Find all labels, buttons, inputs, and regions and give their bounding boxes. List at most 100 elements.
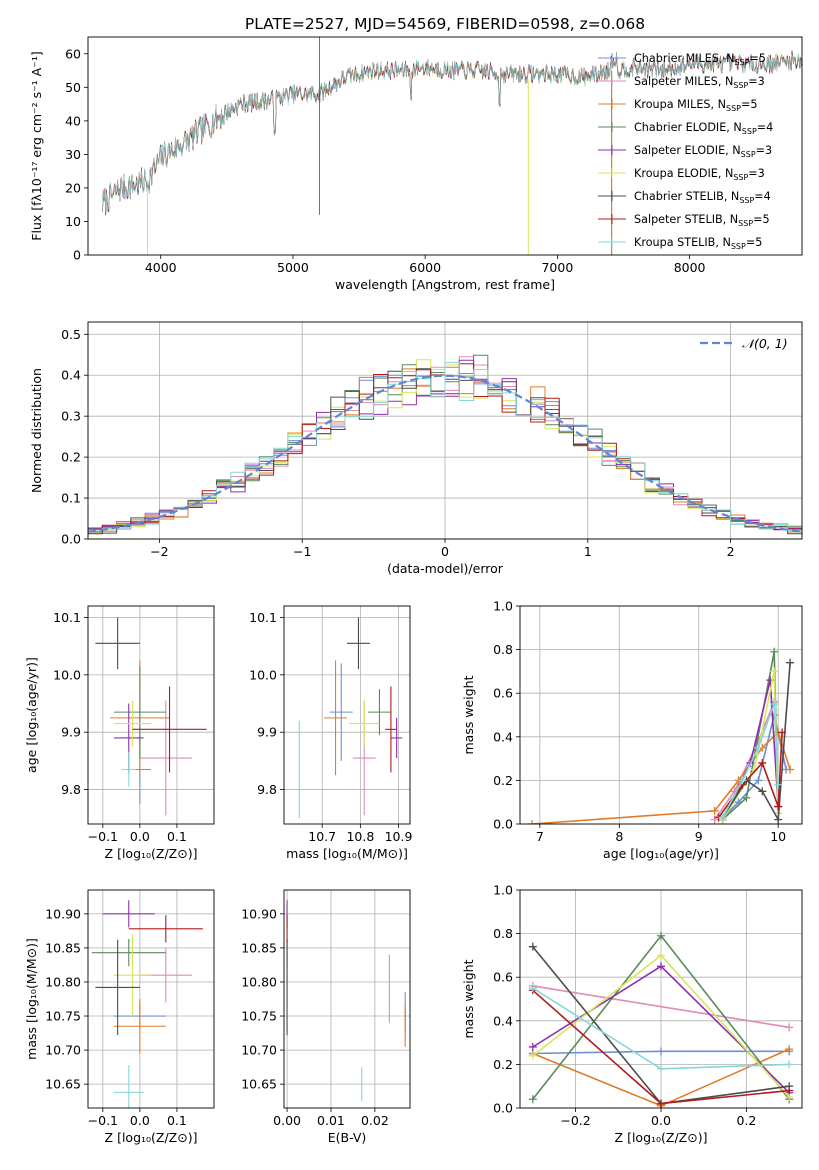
spectrum-line <box>102 53 802 213</box>
figure-title: PLATE=2527, MJD=54569, FIBERID=0598, z=0… <box>245 15 645 33</box>
weight-point <box>770 700 779 709</box>
y-tick-label: 9.9 <box>61 725 81 740</box>
y-axis-label: mass weight <box>461 675 476 754</box>
y-tick-label: 60 <box>65 46 81 61</box>
y-tick-label: 9.8 <box>61 782 81 797</box>
weight-point <box>710 806 719 815</box>
x-tick-label: 0.1 <box>167 829 187 844</box>
x-tick-label: 10.9 <box>385 829 413 844</box>
axes-frame <box>283 605 411 825</box>
x-axis-label: Z [log₁₀(Z/Z⊙)] <box>105 846 198 861</box>
x-tick-label: 4000 <box>145 260 177 275</box>
panel-mass-vs-EBV: 0.00 0.01 0.02 10.65 10.70 10.75 10.80 10.85 10.… <box>241 889 411 1145</box>
legend-label: Salpeter ELODIE, NSSP=3 <box>634 144 772 159</box>
weight-line <box>721 679 779 820</box>
weight-point <box>785 1060 794 1069</box>
y-tick-label: 0.2 <box>493 773 513 788</box>
weight-point <box>785 1086 794 1095</box>
axes-frame <box>283 889 411 1109</box>
x-tick-label: 0.0 <box>130 829 150 844</box>
weight-point <box>657 1099 665 1108</box>
x-tick-label: 0.01 <box>317 1113 345 1128</box>
weight-point <box>657 1047 665 1056</box>
y-tick-label: 10.1 <box>53 610 81 625</box>
weight-line <box>531 730 791 824</box>
x-tick-label: 0.02 <box>361 1113 389 1128</box>
y-tick-label: 40 <box>65 113 81 128</box>
weight-point <box>527 820 536 824</box>
panel-weight-vs-age: 7 8 9 10 0.0 0.2 0.4 0.6 0.8 1.0 age [log₁₀(age/yr… <box>461 599 803 861</box>
y-tick-label: 0.2 <box>61 450 81 465</box>
weight-point <box>718 813 727 822</box>
y-tick-label: 0.3 <box>61 409 81 424</box>
weight-point <box>657 1064 665 1073</box>
y-tick-label: 10.0 <box>249 667 277 682</box>
y-tick-label: 0.0 <box>493 817 513 832</box>
y-axis-label: Flux [fλ10⁻¹⁷ erg cm⁻² s⁻¹ A⁻¹] <box>29 51 44 240</box>
weight-point <box>528 984 537 993</box>
y-tick-label: 20 <box>65 180 81 195</box>
legend-label: Kroupa STELIB, NSSP=5 <box>634 236 762 251</box>
weight-line <box>532 985 790 1029</box>
y-tick-label: 10.75 <box>241 1009 277 1024</box>
weight-point <box>786 658 795 667</box>
x-axis-label: E(B-V) <box>328 1130 367 1145</box>
y-tick-label: 10.1 <box>249 610 277 625</box>
y-tick-label: 0.6 <box>493 686 513 701</box>
x-tick-label: 0.00 <box>273 1113 301 1128</box>
axes-frame <box>519 605 803 825</box>
weight-point <box>657 962 665 971</box>
y-tick-label: 10.0 <box>53 667 81 682</box>
y-tick-label: 10.85 <box>45 940 81 955</box>
weight-point <box>778 728 787 737</box>
weight-point <box>758 787 767 796</box>
weight-point <box>774 780 783 789</box>
weight-point <box>528 1095 537 1104</box>
plot-area <box>286 900 406 1102</box>
y-tick-label: 0 <box>73 248 81 263</box>
x-tick-label: 0.0 <box>130 1113 150 1128</box>
x-tick-label: −1 <box>293 544 311 559</box>
legend-label: Chabrier ELODIE, NSSP=4 <box>634 121 773 136</box>
panels: 4000 5000 6000 7000 80000102030405060wavelen… <box>24 36 803 1145</box>
weight-point <box>785 1023 794 1032</box>
x-tick-label: 8 <box>615 829 623 844</box>
x-tick-label: 2 <box>727 544 735 559</box>
legend-label: 𝒩(0, 1) <box>742 336 788 351</box>
y-tick-label: 10 <box>65 214 81 229</box>
x-tick-label: 7000 <box>541 260 573 275</box>
x-tick-label: 7 <box>536 829 544 844</box>
y-axis-label: age [log₁₀(age/yr)] <box>24 657 39 773</box>
weight-point <box>786 765 795 774</box>
plot-area <box>91 900 203 1108</box>
y-tick-label: 0.6 <box>493 970 513 985</box>
y-tick-label: 10.85 <box>241 940 277 955</box>
weight-point <box>528 1042 537 1051</box>
weight-point <box>774 815 783 824</box>
y-tick-label: 50 <box>65 80 81 95</box>
weight-point <box>770 667 779 676</box>
y-tick-label: 30 <box>65 147 81 162</box>
x-axis-label: mass [log₁₀(M/M⊙)] <box>286 846 408 861</box>
y-tick-label: 0.1 <box>61 491 81 506</box>
x-tick-label: 8000 <box>674 260 706 275</box>
weight-point <box>528 942 537 951</box>
x-axis-label: age [log₁₀(age/yr)] <box>603 846 719 861</box>
x-axis-label: wavelength [Angstrom, rest frame] <box>335 277 555 292</box>
plot-area <box>528 931 794 1108</box>
weight-point <box>785 1045 794 1054</box>
y-axis-label: Normed distribution <box>29 368 44 493</box>
x-tick-label: −0.2 <box>560 1113 590 1128</box>
axes-frame <box>519 889 803 1109</box>
weight-point <box>754 776 763 785</box>
x-axis-label: Z [log₁₀(Z/Z⊙)] <box>615 1130 708 1145</box>
x-tick-label: 5000 <box>277 260 309 275</box>
weight-point <box>657 931 665 940</box>
x-tick-label: 10 <box>770 829 786 844</box>
x-tick-label: −0.1 <box>88 1113 118 1128</box>
x-tick-label: 10.7 <box>308 829 336 844</box>
x-tick-label: −0.1 <box>88 829 118 844</box>
legend-label: Chabrier MILES, NSSP=5 <box>634 52 766 67</box>
x-tick-label: 0.1 <box>167 1113 187 1128</box>
